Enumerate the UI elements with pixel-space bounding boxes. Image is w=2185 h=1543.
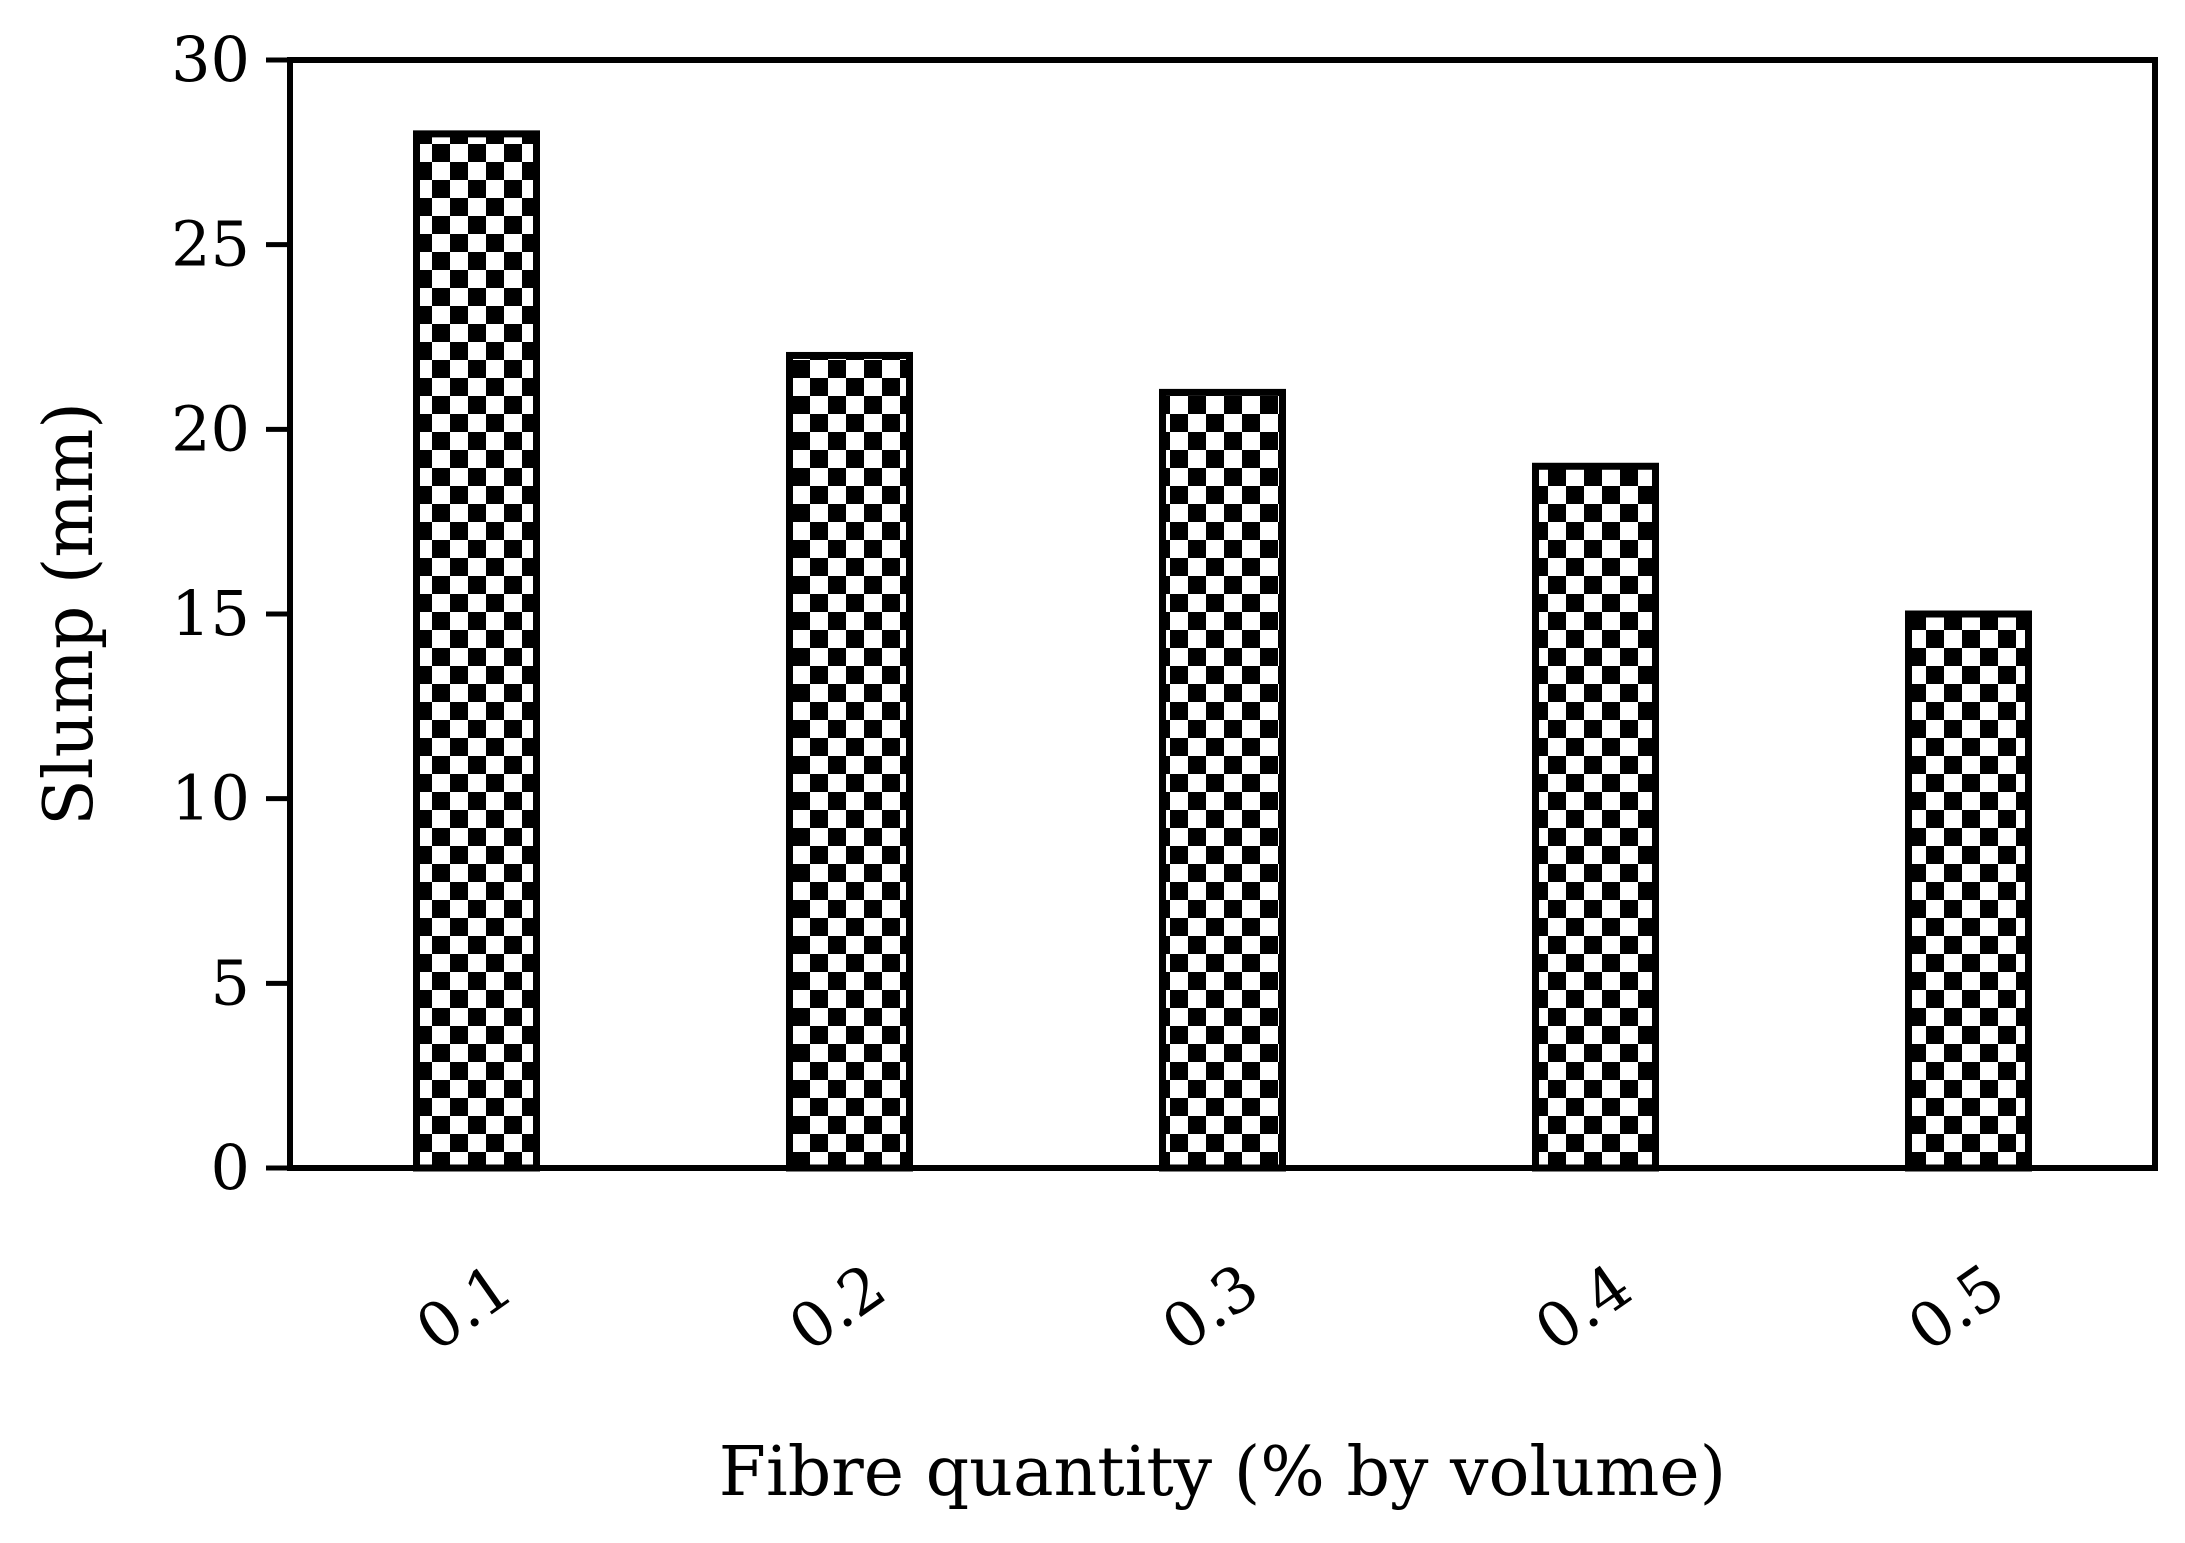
bar-0.5 [1905,610,2032,1172]
bar-0.2 [786,351,913,1172]
plot-frame [287,57,2158,1171]
bar-0.1 [413,130,540,1172]
y-tick-label-15: 15 [171,577,250,650]
y-tick-label-5: 5 [211,946,250,1019]
y-tick-label-0: 0 [211,1131,250,1204]
y-tick-label-25: 25 [171,208,250,281]
y-tick-label-10: 10 [171,762,250,835]
y-tick-label-20: 20 [171,392,250,465]
x-axis-title: Fibre quantity (% by volume) [719,1433,1726,1512]
y-tick-label-30: 30 [171,23,250,96]
bars-group [413,130,2032,1172]
y-axis-title: Slump (mm) [30,402,109,826]
y-ticks-group: 0 5 10 15 20 25 30 [171,23,290,1204]
bar-0.3 [1159,388,1286,1172]
bar-0.4 [1532,462,1659,1172]
